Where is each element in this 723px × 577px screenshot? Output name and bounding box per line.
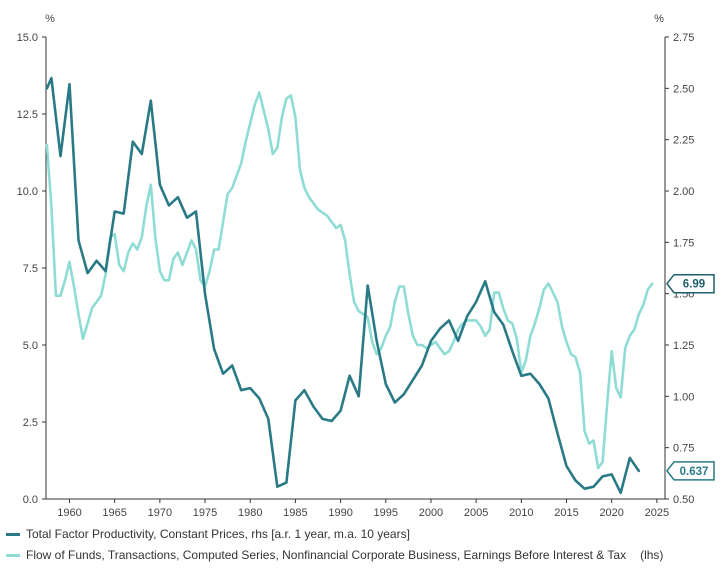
x-tick-label: 1990 bbox=[328, 507, 352, 519]
x-tick-label: 1970 bbox=[148, 507, 172, 519]
right-tick-label: 2.00 bbox=[673, 186, 694, 198]
left-tick-label: 5.0 bbox=[23, 340, 38, 352]
x-tick-label: 1980 bbox=[238, 507, 262, 519]
legend-swatch-ebit bbox=[6, 553, 20, 557]
left-axis-ticks: 0.0 2.5 5.0 7.5 10.0 12.5 15.0 bbox=[17, 32, 46, 506]
x-tick-label: 2010 bbox=[509, 507, 533, 519]
tfp-series-line bbox=[45, 76, 641, 495]
x-tick-label: 1960 bbox=[57, 507, 81, 519]
tfp-end-label: 0.637 bbox=[680, 466, 709, 478]
legend-label-ebit: Flow of Funds, Transactions, Computed Se… bbox=[26, 548, 627, 562]
legend-axis-note: (lhs) bbox=[640, 548, 664, 562]
x-axis-ticks: 1960 1965 1970 1975 1980 1985 1990 1995 2000 2005… bbox=[57, 499, 669, 519]
left-tick-label: 15.0 bbox=[17, 32, 38, 44]
x-tick-label: 1965 bbox=[102, 507, 126, 519]
tfp-end-label-box bbox=[666, 461, 715, 481]
x-tick-label: 2020 bbox=[599, 507, 623, 519]
legend-swatch-tfp bbox=[6, 532, 20, 536]
right-tick-label: 0.50 bbox=[673, 494, 694, 506]
right-unit-label: % bbox=[654, 13, 664, 25]
legend-item-ebit: Flow of Funds, Transactions, Computed Se… bbox=[6, 548, 663, 562]
ebit-series-line bbox=[45, 91, 654, 470]
left-tick-label: 0.0 bbox=[23, 494, 38, 506]
right-tick-label: 1.00 bbox=[673, 391, 694, 403]
left-tick-label: 2.5 bbox=[23, 417, 38, 429]
x-tick-label: 2025 bbox=[645, 507, 669, 519]
x-tick-label: 1995 bbox=[374, 507, 398, 519]
legend-label-tfp: Total Factor Productivity, Constant Pric… bbox=[26, 527, 410, 541]
ebit-end-label: 6.99 bbox=[683, 279, 705, 291]
end-labels: 0.637 6.99 bbox=[666, 273, 715, 481]
left-tick-label: 7.5 bbox=[23, 263, 38, 275]
x-tick-label: 2015 bbox=[554, 507, 578, 519]
right-tick-label: 1.75 bbox=[673, 237, 694, 249]
right-tick-label: 1.25 bbox=[673, 340, 694, 352]
x-tick-label: 1975 bbox=[193, 507, 217, 519]
left-tick-label: 12.5 bbox=[17, 109, 38, 121]
right-tick-label: 0.75 bbox=[673, 443, 694, 455]
right-axis-ticks: 0.500.751.001.251.501.752.002.252.502.75 bbox=[665, 32, 694, 506]
x-tick-label: 2005 bbox=[464, 507, 488, 519]
series-lines bbox=[45, 76, 654, 495]
right-tick-label: 2.25 bbox=[673, 135, 694, 147]
legend-item-tfp: Total Factor Productivity, Constant Pric… bbox=[6, 527, 410, 541]
axes: % % bbox=[45, 13, 666, 500]
ebit-end-label-box bbox=[666, 273, 715, 294]
x-tick-label: 2000 bbox=[419, 507, 443, 519]
right-tick-label: 2.50 bbox=[673, 83, 694, 95]
left-unit-label: % bbox=[45, 13, 55, 25]
x-tick-label: 1985 bbox=[283, 507, 307, 519]
left-tick-label: 10.0 bbox=[17, 186, 38, 198]
right-tick-label: 2.75 bbox=[673, 32, 694, 44]
